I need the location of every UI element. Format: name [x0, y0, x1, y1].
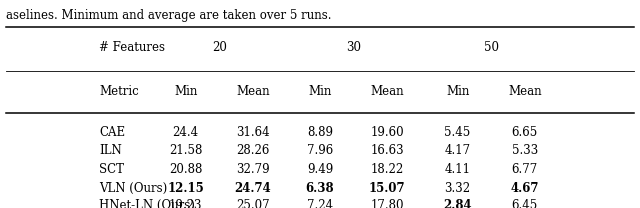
Text: Min: Min — [446, 85, 469, 98]
Text: 30: 30 — [346, 41, 361, 54]
Text: VLN (Ours): VLN (Ours) — [99, 182, 168, 195]
Text: 7.24: 7.24 — [307, 199, 333, 208]
Text: ILN: ILN — [99, 144, 122, 157]
Text: 5.33: 5.33 — [511, 144, 538, 157]
Text: 24.74: 24.74 — [234, 182, 271, 195]
Text: 17.80: 17.80 — [371, 199, 404, 208]
Text: Mean: Mean — [508, 85, 541, 98]
Text: 6.65: 6.65 — [511, 126, 538, 139]
Text: HNet-LN (Ours): HNet-LN (Ours) — [99, 199, 195, 208]
Text: 3.32: 3.32 — [445, 182, 470, 195]
Text: SCT: SCT — [99, 163, 124, 176]
Text: 50: 50 — [484, 41, 499, 54]
Text: 4.17: 4.17 — [445, 144, 470, 157]
Text: Mean: Mean — [371, 85, 404, 98]
Text: aselines. Minimum and average are taken over 5 runs.: aselines. Minimum and average are taken … — [6, 9, 332, 22]
Text: 31.64: 31.64 — [236, 126, 269, 139]
Text: 4.11: 4.11 — [445, 163, 470, 176]
Text: Mean: Mean — [236, 85, 269, 98]
Text: 20.88: 20.88 — [169, 163, 202, 176]
Text: 9.49: 9.49 — [307, 163, 333, 176]
Text: Min: Min — [174, 85, 197, 98]
Text: 25.07: 25.07 — [236, 199, 269, 208]
Text: 12.15: 12.15 — [167, 182, 204, 195]
Text: 28.26: 28.26 — [236, 144, 269, 157]
Text: 4.67: 4.67 — [511, 182, 539, 195]
Text: 6.77: 6.77 — [511, 163, 538, 176]
Text: 6.45: 6.45 — [511, 199, 538, 208]
Text: # Features: # Features — [99, 41, 165, 54]
Text: Metric: Metric — [99, 85, 139, 98]
Text: 7.96: 7.96 — [307, 144, 333, 157]
Text: 5.45: 5.45 — [444, 126, 471, 139]
Text: Min: Min — [308, 85, 332, 98]
Text: CAE: CAE — [99, 126, 125, 139]
Text: 19.60: 19.60 — [371, 126, 404, 139]
Text: 24.4: 24.4 — [173, 126, 198, 139]
Text: 6.38: 6.38 — [306, 182, 334, 195]
Text: 8.89: 8.89 — [307, 126, 333, 139]
Text: 32.79: 32.79 — [236, 163, 269, 176]
Text: 19.23: 19.23 — [169, 199, 202, 208]
Text: 20: 20 — [212, 41, 227, 54]
Text: 15.07: 15.07 — [369, 182, 406, 195]
Text: 18.22: 18.22 — [371, 163, 404, 176]
Text: 16.63: 16.63 — [371, 144, 404, 157]
Text: 2.84: 2.84 — [444, 199, 472, 208]
Text: 21.58: 21.58 — [169, 144, 202, 157]
